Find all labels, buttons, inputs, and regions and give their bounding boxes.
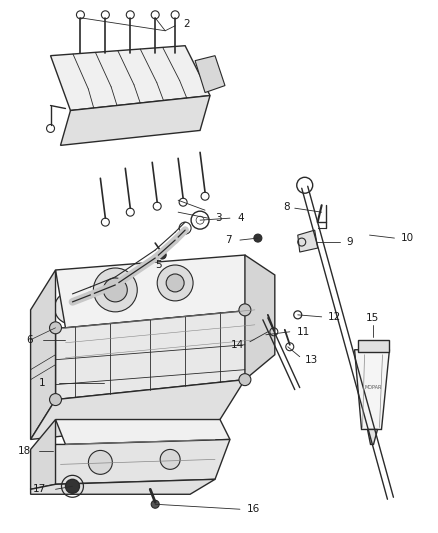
Circle shape xyxy=(49,393,61,406)
Text: 9: 9 xyxy=(346,237,353,247)
Polygon shape xyxy=(31,270,56,439)
Text: 16: 16 xyxy=(247,504,260,514)
Circle shape xyxy=(239,374,251,385)
Circle shape xyxy=(166,274,184,292)
Circle shape xyxy=(254,234,262,242)
Text: 10: 10 xyxy=(400,233,413,243)
Text: 4: 4 xyxy=(237,213,244,223)
Text: 13: 13 xyxy=(305,354,318,365)
Circle shape xyxy=(103,278,127,302)
Text: 2: 2 xyxy=(183,19,190,29)
Text: 11: 11 xyxy=(297,327,310,337)
Polygon shape xyxy=(56,310,255,400)
Polygon shape xyxy=(50,439,230,484)
Circle shape xyxy=(151,500,159,508)
Text: 15: 15 xyxy=(366,313,379,323)
Text: 5: 5 xyxy=(155,260,162,270)
Circle shape xyxy=(160,449,180,470)
Polygon shape xyxy=(355,350,389,430)
Polygon shape xyxy=(357,340,389,352)
Polygon shape xyxy=(298,230,318,252)
Circle shape xyxy=(93,268,137,312)
Text: 8: 8 xyxy=(283,202,290,212)
Polygon shape xyxy=(245,255,275,379)
Text: 1: 1 xyxy=(39,378,46,387)
Polygon shape xyxy=(60,95,210,146)
Circle shape xyxy=(54,292,86,324)
Polygon shape xyxy=(367,430,378,445)
Polygon shape xyxy=(56,255,255,328)
Circle shape xyxy=(157,265,193,301)
Polygon shape xyxy=(195,55,225,93)
Circle shape xyxy=(158,251,166,259)
Text: 7: 7 xyxy=(225,235,232,245)
Text: 3: 3 xyxy=(215,213,222,223)
Text: 6: 6 xyxy=(26,335,32,345)
Circle shape xyxy=(49,322,61,334)
Text: 17: 17 xyxy=(33,484,46,494)
Polygon shape xyxy=(31,379,245,439)
Text: 12: 12 xyxy=(328,312,341,322)
Text: MOPAR: MOPAR xyxy=(365,385,382,390)
Circle shape xyxy=(66,479,79,493)
Circle shape xyxy=(239,304,251,316)
Polygon shape xyxy=(50,46,210,110)
Text: 14: 14 xyxy=(231,340,244,350)
Polygon shape xyxy=(56,419,230,445)
Text: 18: 18 xyxy=(18,447,31,456)
Polygon shape xyxy=(31,419,56,489)
Circle shape xyxy=(88,450,112,474)
Polygon shape xyxy=(31,479,215,494)
